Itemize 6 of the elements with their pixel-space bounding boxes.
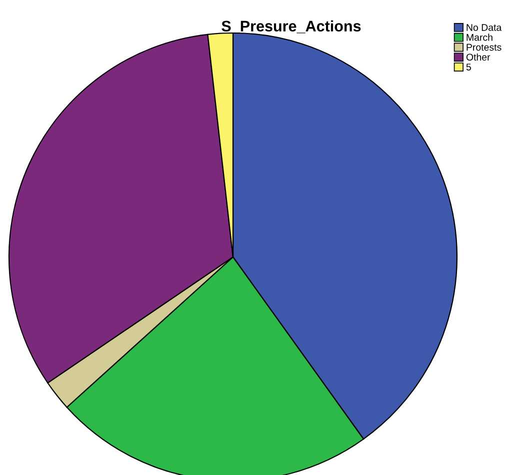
chart-title: S_Presure_Actions <box>222 20 361 34</box>
legend-label: Other <box>466 53 490 61</box>
legend-label: March <box>466 34 492 41</box>
legend-label: 5 <box>466 64 471 70</box>
legend-label: No Data <box>466 24 502 31</box>
legend-label: Protests <box>466 44 502 51</box>
